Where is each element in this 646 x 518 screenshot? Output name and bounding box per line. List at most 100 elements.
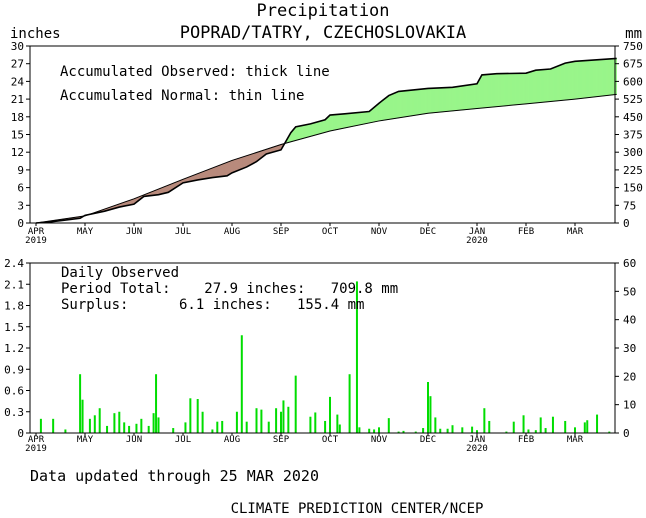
daily-precip-bar — [355, 281, 358, 433]
period-total-text: Period Total: 27.9 inches: 709.8 mm — [61, 281, 398, 297]
daily-precip-bar — [155, 374, 158, 433]
annotation-observed: Accumulated Observed: thick line — [60, 64, 330, 80]
accumulated-observed-line — [35, 57, 617, 224]
y-left-tick-label: 0 — [17, 427, 24, 440]
x-month-label: FEB — [518, 435, 534, 445]
y-right-tick-label: 20 — [623, 370, 636, 383]
daily-precip-bar — [471, 426, 474, 434]
y-left-tick-label: 1.8 — [4, 300, 24, 313]
daily-precip-bar — [378, 427, 380, 433]
chart-title: Precipitation — [256, 1, 389, 21]
x-month-label: SEP — [273, 435, 290, 445]
credit-text: CLIMATE PREDICTION CENTER/NCEP — [231, 501, 484, 517]
daily-precip-bar — [373, 429, 376, 433]
daily-precip-bar — [196, 399, 199, 433]
daily-precip-bar — [314, 412, 317, 433]
y-right-tick-label: 600 — [623, 75, 643, 88]
x-month-label: AUG — [224, 227, 240, 237]
daily-precip-bar — [522, 415, 525, 433]
x-month-label: OCT — [322, 435, 339, 445]
x-month-label: MAY — [77, 227, 94, 237]
y-left-tick-label: 6 — [17, 182, 24, 195]
daily-precip-bar — [287, 406, 290, 433]
daily-precip-bar — [309, 416, 312, 433]
daily-precip-bar — [414, 431, 417, 433]
x-month-label: APR — [28, 435, 45, 445]
y-left-tick-label: 0 — [17, 217, 24, 230]
x-month-label: FEB — [518, 227, 534, 237]
y-right-tick-label: 750 — [623, 40, 643, 53]
x-month-label: NOV — [371, 435, 388, 445]
daily-precip-bar — [235, 411, 238, 433]
daily-precip-bar — [564, 420, 567, 433]
y-right-tick-label: 450 — [623, 111, 643, 124]
daily-precip-bar — [123, 422, 126, 434]
daily-precip-bar — [527, 429, 530, 433]
daily-precip-bar — [255, 408, 258, 433]
daily-precip-bar — [39, 418, 42, 433]
daily-precip-bar — [434, 417, 437, 433]
x-year-label: 2019 — [25, 236, 47, 246]
x-month-label: MAR — [567, 435, 584, 445]
y-right-tick-label: 40 — [623, 314, 636, 327]
daily-precip-bar — [583, 422, 586, 434]
daily-precip-bar — [280, 411, 282, 433]
daily-precip-bar — [574, 427, 576, 433]
daily-precip-bar — [336, 414, 339, 433]
y-left-tick-label: 1.2 — [4, 342, 24, 355]
x-year-label: 2020 — [466, 444, 488, 454]
x-month-label: OCT — [322, 227, 339, 237]
y-left-tick-label: 3 — [17, 199, 24, 212]
daily-precip-bar — [608, 431, 611, 433]
daily-precip-bar — [402, 430, 405, 434]
daily-precip-bar — [348, 374, 351, 433]
accumulated-panel: 0369121518212427300751502253003754505256… — [11, 40, 643, 246]
y-right-tick-label: 60 — [623, 257, 636, 270]
daily-precip-bar — [135, 423, 138, 433]
x-month-label: MAY — [77, 435, 94, 445]
daily-precip-bar — [245, 421, 248, 433]
daily-precip-bar — [534, 430, 537, 433]
x-month-label: AUG — [224, 435, 240, 445]
y-right-tick-label: 50 — [623, 285, 636, 298]
daily-precip-bar — [260, 409, 263, 434]
daily-panel: 0 0.3 0.6 0.9 1.2 1.5 1.8 2.1 2.4 0 10 20 30 40 50 60 AP… — [4, 257, 636, 454]
daily-precip-bar — [140, 418, 143, 433]
daily-precip-bar — [505, 431, 508, 433]
daily-precip-bar — [152, 413, 155, 433]
daily-precip-bar — [429, 396, 432, 433]
x-month-label: JAN — [469, 435, 485, 445]
y-right-tick-label: 150 — [623, 182, 643, 195]
daily-precip-bar — [240, 335, 243, 433]
daily-precip-bar — [387, 418, 390, 434]
annotation-normal: Accumulated Normal: thin line — [60, 88, 304, 104]
daily-precip-bar — [184, 422, 187, 434]
y-right-tick-label: 525 — [623, 93, 643, 106]
y-right-tick-label: 0 — [623, 427, 630, 440]
right-unit-label: mm — [625, 26, 642, 42]
daily-precip-bar — [211, 429, 214, 433]
y-right-tick-label: 0 — [623, 217, 630, 230]
x-month-label: JUL — [175, 435, 191, 445]
daily-precip-bar — [596, 414, 599, 433]
y-left-tick-label: 1.5 — [4, 321, 24, 334]
x-month-label: SEP — [273, 227, 290, 237]
y-right-tick-label: 30 — [623, 342, 636, 355]
daily-precip-bar — [189, 398, 192, 433]
daily-precip-bar — [451, 425, 454, 433]
daily-precip-bar — [221, 420, 224, 433]
daily-precip-bar — [461, 427, 464, 433]
daily-precip-bar — [329, 396, 331, 434]
daily-precip-bar — [52, 418, 55, 433]
y-left-tick-label: 12 — [11, 146, 24, 159]
y-left-tick-label: 24 — [11, 75, 25, 88]
daily-bars-layer — [39, 281, 611, 434]
daily-precip-bar — [422, 428, 425, 433]
x-month-label: JAN — [469, 227, 485, 237]
accumulated-normal-line — [35, 93, 617, 224]
daily-precip-bar — [512, 421, 515, 433]
daily-precip-bar — [427, 382, 429, 433]
x-month-label: JUN — [126, 435, 142, 445]
y-left-tick-label: 9 — [17, 164, 24, 177]
